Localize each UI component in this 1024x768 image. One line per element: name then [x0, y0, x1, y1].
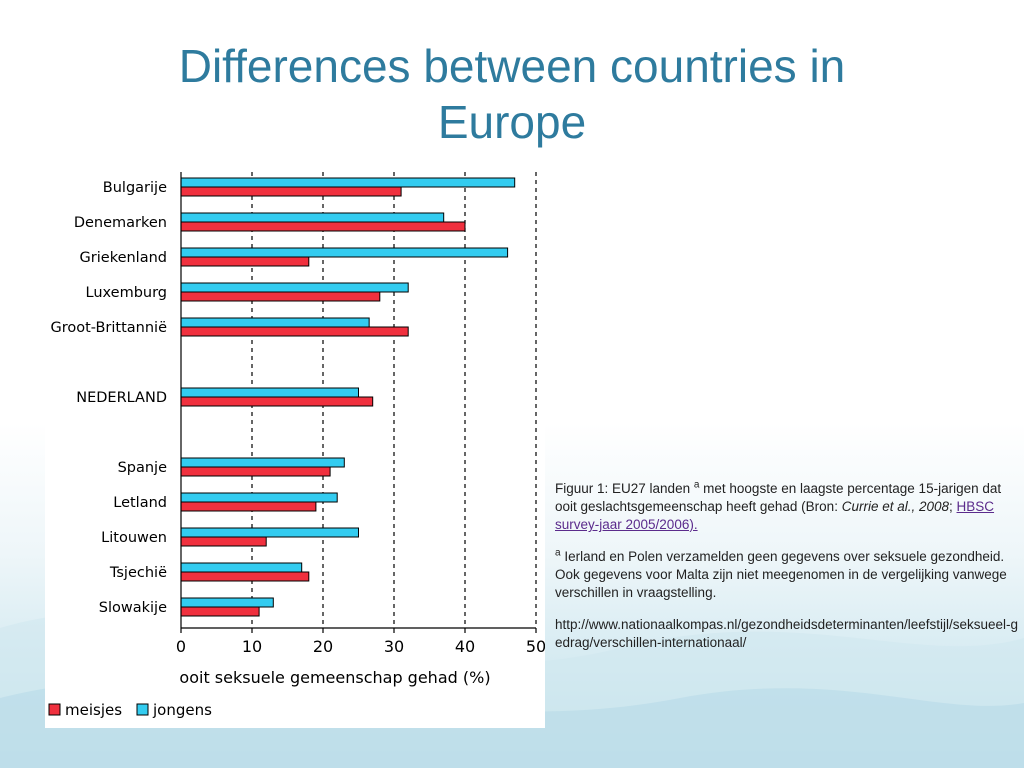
footnote: a Ierland en Polen verzamelden geen gege…: [555, 548, 1024, 602]
slide-title-line1: Differences between countries in: [178, 40, 846, 92]
source-url[interactable]: http://www.nationaalkompas.nl/gezondheid…: [555, 617, 1019, 650]
x-tick-label: 50: [526, 637, 545, 656]
bars-layer: [180, 177, 516, 617]
category-label: NEDERLAND: [76, 390, 167, 406]
bar-meisjes-2: [180, 256, 310, 267]
caption-separator: ;: [949, 499, 957, 514]
bar-meisjes-6: [180, 466, 331, 477]
bar-jongens-10: [180, 597, 274, 608]
bar-meisjes-5: [180, 396, 374, 407]
legend-label-meisjes: meisjes: [65, 701, 122, 719]
bar-jongens-1: [180, 212, 445, 223]
category-label: Letland: [113, 495, 167, 511]
hbsc-source-link[interactable]: HBSC survey-jaar 2005/2006).: [555, 499, 995, 532]
bar-chart: Bulgarije Denemarken Griekenland Luxemburg G…: [48, 172, 545, 719]
slide-title-line2: Europe: [437, 96, 587, 148]
bar-meisjes-1: [180, 221, 466, 232]
bar-meisjes-7: [180, 501, 317, 512]
bar-meisjes-10: [180, 606, 260, 617]
caption-sup: a: [693, 479, 700, 491]
caption-prefix: Figuur 1: EU27 landen: [555, 481, 694, 496]
x-tick-label: 0: [176, 637, 186, 656]
bar-meisjes-0: [180, 186, 402, 197]
caption-text: met hoogste en laagste percentage 15-jar…: [555, 481, 1002, 514]
bar-jongens-5: [180, 387, 359, 398]
footnote-sup: a: [555, 547, 561, 559]
category-label: Luxemburg: [86, 285, 168, 301]
category-label: Slowakije: [99, 600, 167, 616]
category-label: Griekenland: [80, 250, 167, 266]
x-axis-label: ooit seksuele gemeenschap gehad (%): [179, 668, 490, 687]
category-label: Bulgarije: [103, 180, 167, 196]
bar-jongens-0: [180, 177, 516, 188]
x-axis: 0 10 20 30 40 50: [176, 172, 545, 656]
x-tick-label: 20: [313, 637, 333, 656]
bar-meisjes-3: [180, 291, 381, 302]
bar-meisjes-4: [180, 326, 409, 337]
figure-caption: Figuur 1: EU27 landen a met hoogste en l…: [555, 480, 1024, 666]
legend-label-jongens: jongens: [152, 701, 212, 719]
x-tick-label: 10: [242, 637, 262, 656]
bar-meisjes-9: [180, 571, 310, 582]
category-label: Denemarken: [74, 215, 167, 231]
bar-jongens-2: [180, 247, 509, 258]
bar-jongens-3: [180, 282, 409, 293]
caption-paragraph: Figuur 1: EU27 landen a met hoogste en l…: [555, 480, 1024, 534]
bar-jongens-8: [180, 527, 359, 538]
footnote-text: Ierland en Polen verzamelden geen gegeve…: [555, 549, 1007, 600]
bar-jongens-9: [180, 562, 303, 573]
bar-meisjes-8: [180, 536, 267, 547]
bar-jongens-7: [180, 492, 338, 503]
x-tick-label: 40: [455, 637, 475, 656]
slide-title: Differences between countries in Europe: [0, 38, 1024, 150]
legend: meisjes jongens: [48, 701, 212, 719]
category-label: Tsjechië: [109, 565, 167, 581]
category-labels: Bulgarije Denemarken Griekenland Luxemburg G…: [50, 180, 167, 616]
legend-swatch-jongens: [136, 703, 149, 716]
category-label: Spanje: [118, 460, 168, 476]
legend-swatch-meisjes: [48, 703, 61, 716]
category-label: Groot-Brittannië: [50, 320, 167, 336]
chart-panel: Bulgarije Denemarken Griekenland Luxemburg G…: [45, 166, 545, 728]
x-tick-label: 30: [384, 637, 404, 656]
bar-jongens-6: [180, 457, 345, 468]
category-label: Litouwen: [101, 530, 167, 546]
caption-citation: Currie et al., 2008: [841, 499, 950, 514]
bar-jongens-4: [180, 317, 370, 328]
